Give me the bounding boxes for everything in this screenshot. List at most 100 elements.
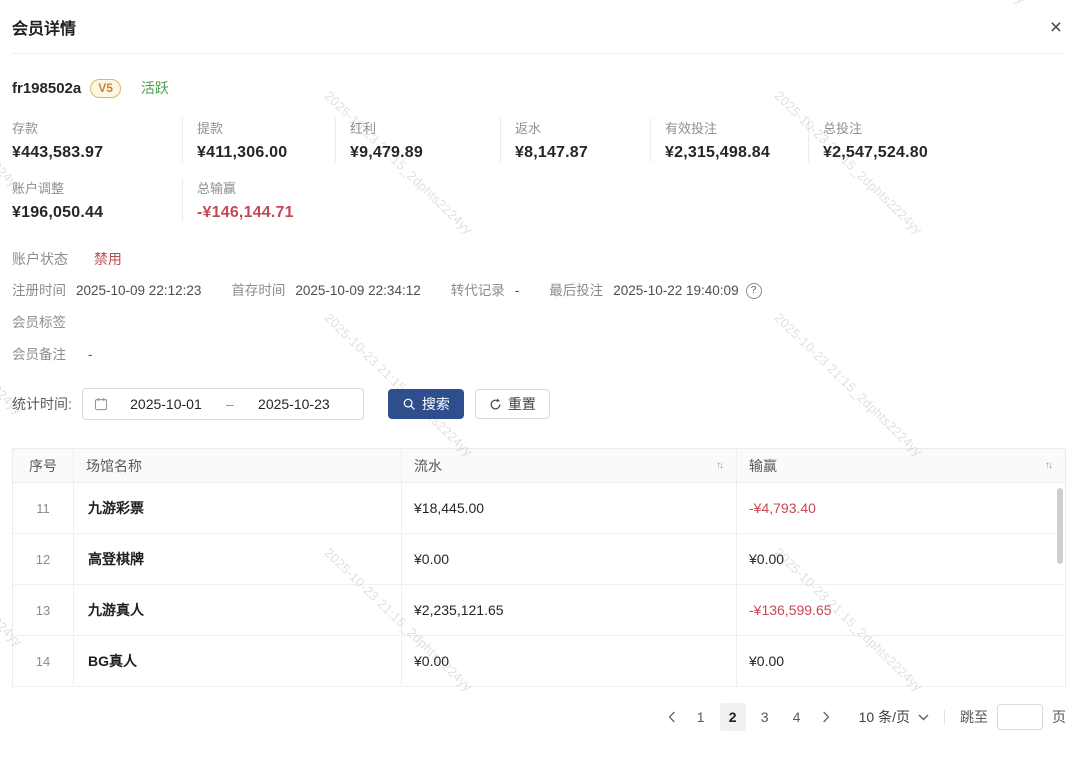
page-size-select[interactable]: 10 条/页 xyxy=(859,707,929,727)
member-tags-row: 会员标签 xyxy=(12,314,1076,332)
column-header-turnover-label: 流水 xyxy=(414,457,442,474)
jump-page-input[interactable] xyxy=(997,704,1043,730)
stat-value: ¥196,050.44 xyxy=(12,204,104,221)
column-header-winloss[interactable]: 输赢 ↑↓ xyxy=(736,449,1065,482)
stat-label: 返水 xyxy=(515,121,542,136)
table-header: 序号 场馆名称 流水 ↑↓ 输赢 ↑↓ xyxy=(13,449,1065,483)
chevron-down-icon xyxy=(918,714,929,721)
help-icon[interactable]: ? xyxy=(745,283,762,299)
member-remark-value: - xyxy=(88,347,93,362)
table-row: 14 BG真人 ¥0.00 ¥0.00 xyxy=(13,636,1065,687)
reset-button-label: 重置 xyxy=(507,396,536,412)
search-icon xyxy=(402,397,416,411)
date-start[interactable]: 2025-10-01 xyxy=(130,396,202,412)
stat-withdrawal: 提款 ¥411,306.00 xyxy=(182,118,335,162)
turnover-value: ¥0.00 xyxy=(401,534,736,584)
info-first-deposit-time: 首存时间 2025-10-09 22:34:12 xyxy=(231,282,420,300)
info-value: - xyxy=(514,283,520,298)
stat-value: ¥2,547,524.80 xyxy=(823,144,928,161)
venue-name: 九游彩票 xyxy=(73,483,401,533)
page-title: 会员详情 xyxy=(12,21,77,38)
stat-bonus: 红利 ¥9,479.89 xyxy=(335,118,500,162)
winloss-value: -¥136,599.65 xyxy=(736,585,1065,635)
prev-page-button[interactable] xyxy=(659,703,685,731)
info-register-time: 注册时间 2025-10-09 22:12:23 xyxy=(12,282,201,300)
stat-value: -¥146,144.71 xyxy=(197,204,294,221)
account-status-value: 禁用 xyxy=(93,251,122,267)
table-row: 11 九游彩票 ¥18,445.00 -¥4,793.40 xyxy=(13,483,1065,534)
search-button[interactable]: 搜索 xyxy=(387,389,464,419)
table-row: 12 高登棋牌 ¥0.00 ¥0.00 xyxy=(13,534,1065,585)
account-status-label: 账户状态 xyxy=(12,251,68,267)
stat-value: ¥411,306.00 xyxy=(197,144,288,161)
venue-name: 九游真人 xyxy=(73,585,401,635)
calendar-icon xyxy=(94,397,108,411)
page-3-button[interactable]: 3 xyxy=(760,709,769,725)
watermark-text: 2025-10-23 21:15_2dphts2224yy xyxy=(771,310,926,460)
date-range-picker[interactable]: 2025-10-01 – 2025-10-23 xyxy=(81,388,364,420)
info-label: 注册时间 xyxy=(12,283,66,298)
row-index: 14 xyxy=(35,653,51,669)
stat-adjustment: 账户调整 ¥196,050.44 xyxy=(12,178,182,222)
account-status-row: 账户状态 禁用 xyxy=(12,250,1076,268)
page-4-button[interactable]: 4 xyxy=(792,709,801,725)
stat-value: ¥9,479.89 xyxy=(350,144,423,161)
search-button-label: 搜索 xyxy=(421,396,450,412)
reset-icon xyxy=(489,397,502,411)
modal-header: 会员详情 × xyxy=(0,0,1088,53)
next-page-button[interactable] xyxy=(813,703,839,731)
row-index: 12 xyxy=(35,551,51,567)
stat-label: 提款 xyxy=(197,121,224,136)
page-1-button[interactable]: 1 xyxy=(696,709,705,725)
stat-value: ¥8,147.87 xyxy=(515,144,588,161)
stats-time-label: 统计时间: xyxy=(12,396,72,412)
date-end[interactable]: 2025-10-23 xyxy=(258,396,330,412)
info-last-bet: 最后投注 2025-10-22 19:40:09? xyxy=(549,282,762,300)
sort-icon[interactable]: ↑↓ xyxy=(1045,460,1053,471)
venue-name: BG真人 xyxy=(73,636,401,686)
stats-time-filter: 统计时间: 2025-10-01 – 2025-10-23 搜索 重置 xyxy=(12,388,1076,420)
winloss-value: -¥4,793.40 xyxy=(736,483,1065,533)
watermark-text: 2025-10-23 21:15_2dphts2224yy xyxy=(321,310,476,460)
table-body: 11 九游彩票 ¥18,445.00 -¥4,793.40 12 高登棋牌 ¥0.00 ¥0.… xyxy=(13,483,1065,687)
member-remark-row: 会员备注 - xyxy=(12,346,1076,364)
stat-rebate: 返水 ¥8,147.87 xyxy=(500,118,650,162)
stat-label: 总投注 xyxy=(823,121,863,136)
info-label: 最后投注 xyxy=(549,283,604,298)
sort-icon[interactable]: ↑↓ xyxy=(716,460,724,471)
jump-unit-label: 页 xyxy=(1052,709,1066,725)
stat-label: 红利 xyxy=(350,121,377,136)
member-remark-label: 会员备注 xyxy=(12,347,66,362)
info-value: 2025-10-09 22:12:23 xyxy=(76,283,202,298)
date-separator: – xyxy=(226,396,234,412)
table-scrollbar[interactable] xyxy=(1057,488,1063,564)
member-summary: fr198502a V5 活跃 xyxy=(12,78,1076,98)
info-label: 首存时间 xyxy=(231,283,286,298)
stats-row-2: 账户调整 ¥196,050.44 总输赢 -¥146,144.71 xyxy=(12,178,1076,222)
reset-button[interactable]: 重置 xyxy=(474,389,550,419)
column-header-venue: 场馆名称 xyxy=(73,449,401,482)
page-2-button[interactable]: 2 xyxy=(719,703,746,731)
close-icon[interactable]: × xyxy=(1049,15,1062,39)
winloss-value: ¥0.00 xyxy=(736,636,1065,686)
table-row: 13 九游真人 ¥2,235,121.65 -¥136,599.65 xyxy=(13,585,1065,636)
stat-value: ¥2,315,498.84 xyxy=(665,144,770,161)
turnover-value: ¥0.00 xyxy=(401,636,736,686)
header-divider xyxy=(12,53,1066,54)
chevron-left-icon xyxy=(668,711,676,723)
stats-row-1: 存款 ¥443,583.97 提款 ¥411,306.00 红利 ¥9,479.89 返水 ¥… xyxy=(12,118,1076,162)
stat-value: ¥443,583.97 xyxy=(12,144,104,161)
column-header-turnover[interactable]: 流水 ↑↓ xyxy=(401,449,736,482)
venue-stats-table: 序号 场馆名称 流水 ↑↓ 输赢 ↑↓ 11 九游彩票 ¥18,445.00 -¥4,… xyxy=(12,448,1066,687)
column-header-winloss-label: 输赢 xyxy=(749,457,777,474)
stat-deposit: 存款 ¥443,583.97 xyxy=(12,118,182,162)
column-header-index: 序号 xyxy=(29,457,57,474)
info-label: 转代记录 xyxy=(450,283,505,298)
winloss-value: ¥0.00 xyxy=(736,534,1065,584)
stat-valid-bet: 有效投注 ¥2,315,498.84 xyxy=(650,118,808,162)
member-id: fr198502a xyxy=(12,79,82,97)
row-index: 11 xyxy=(36,500,50,516)
